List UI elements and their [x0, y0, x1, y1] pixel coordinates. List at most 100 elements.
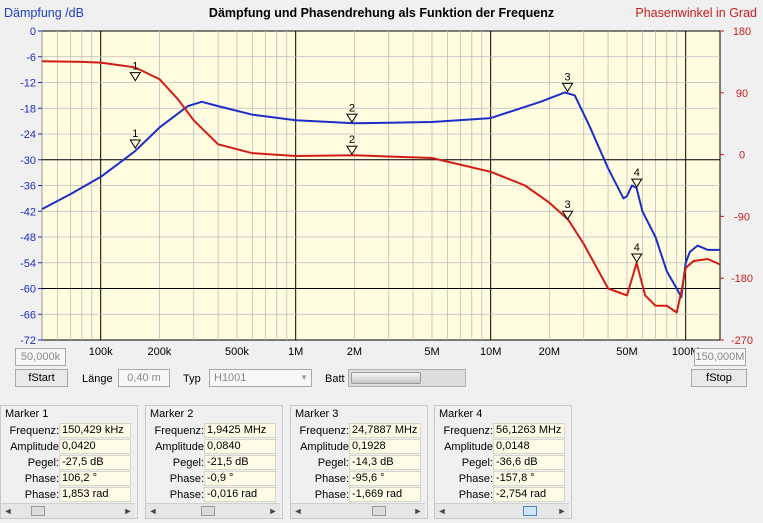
- marker-row-label: Phase:: [24, 489, 59, 501]
- marker-row: Pegel: -21,5 dB: [146, 455, 282, 471]
- laenge-field[interactable]: 0,40 m: [118, 369, 170, 387]
- x-tick-label: 50M: [616, 346, 637, 358]
- marker-scroll-thumb[interactable]: [201, 506, 215, 516]
- marker-row-value: -27,5 dB: [59, 455, 131, 470]
- marker-row-value: 0,0840: [204, 439, 276, 454]
- scroll-right-icon[interactable]: ►: [123, 506, 133, 516]
- marker-amplitude-label: 1: [132, 128, 138, 140]
- y-tick-label: -12: [20, 78, 36, 90]
- marker-row: Frequenz: 24,7887 MHz: [291, 423, 427, 439]
- y-tick-label: 0: [30, 26, 36, 38]
- marker-scrollbar[interactable]: ◄ ►: [1, 503, 135, 518]
- marker-row-value: 0,1928: [349, 439, 421, 454]
- marker-row-label: Pegel:: [317, 457, 349, 469]
- y-tick-label: -36: [20, 181, 36, 193]
- marker-scroll-thumb[interactable]: [31, 506, 45, 516]
- marker-row-value: 56,1263 MHz: [493, 423, 565, 438]
- marker-row-value: 150,429 kHz: [59, 423, 131, 438]
- marker-phase-triangle[interactable]: [129, 72, 142, 82]
- y2-tick-label: 90: [736, 88, 748, 100]
- y2-tick-label: 180: [733, 26, 751, 38]
- marker-phase-triangle[interactable]: [630, 253, 643, 263]
- batt-slider-thumb[interactable]: [351, 372, 421, 384]
- marker-row-label: Frequenz:: [9, 425, 59, 437]
- marker-row: Phase: -0,9 °: [146, 471, 282, 487]
- marker-scroll-thumb[interactable]: [523, 506, 537, 516]
- marker-amplitude-label: 3: [564, 71, 570, 83]
- marker-panel-title: Marker 3: [295, 408, 339, 420]
- marker-row: Amplitude 0,0840: [146, 439, 282, 455]
- marker-row: Phase: -157,8 °: [435, 471, 571, 487]
- marker-phase-label: 2: [349, 134, 355, 146]
- marker-row-value: -1,669 rad: [349, 487, 421, 502]
- scroll-right-icon[interactable]: ►: [413, 506, 423, 516]
- marker-scrollbar[interactable]: ◄ ►: [435, 503, 569, 518]
- phase-series-line: [41, 60, 721, 314]
- marker-amplitude-triangle[interactable]: [630, 178, 643, 189]
- typ-select[interactable]: H1001 ▼: [209, 369, 312, 387]
- marker-phase-triangle[interactable]: [561, 210, 574, 221]
- marker-row: Frequenz: 1,9425 MHz: [146, 423, 282, 439]
- left-axis-title: Dämpfung /dB: [4, 6, 84, 20]
- fstop-field[interactable]: 150,000M: [694, 348, 746, 366]
- marker-amplitude-triangle[interactable]: [129, 139, 142, 149]
- marker-amplitude-triangle[interactable]: [561, 82, 574, 93]
- x-tick-label: 500k: [225, 346, 249, 358]
- marker-row: Phase: -2,754 rad: [435, 487, 571, 503]
- scroll-left-icon[interactable]: ◄: [148, 506, 158, 516]
- marker-panel-3: Marker 3 Frequenz: 24,7887 MHz Amplitude 0,1…: [290, 405, 428, 519]
- marker-scroll-thumb[interactable]: [372, 506, 386, 516]
- marker-scrollbar[interactable]: ◄ ►: [291, 503, 425, 518]
- marker-row-label: Phase:: [24, 473, 59, 485]
- fstart-button[interactable]: fStart: [15, 369, 68, 387]
- x-tick-label: 5M: [424, 346, 439, 358]
- marker-panel-1: Marker 1 Frequenz: 150,429 kHz Amplitude 0,0…: [0, 405, 138, 519]
- y-tick-label: -30: [20, 155, 36, 167]
- x-tick-label: 1M: [288, 346, 303, 358]
- fstop-button[interactable]: fStop: [691, 369, 747, 387]
- scroll-left-icon[interactable]: ◄: [293, 506, 303, 516]
- marker-amplitude-triangle[interactable]: [346, 113, 358, 124]
- scroll-left-icon[interactable]: ◄: [3, 506, 13, 516]
- marker-row-value: -0,9 °: [204, 471, 276, 486]
- x-tick-label: 100M: [672, 346, 700, 358]
- scroll-right-icon[interactable]: ►: [268, 506, 278, 516]
- marker-row-label: Frequenz:: [154, 425, 204, 437]
- marker-row-label: Frequenz:: [299, 425, 349, 437]
- marker-phase-triangle[interactable]: [346, 145, 358, 156]
- marker-row: Phase: -1,669 rad: [291, 487, 427, 503]
- marker-row: Pegel: -14,3 dB: [291, 455, 427, 471]
- batt-slider[interactable]: [348, 369, 466, 387]
- y-tick-label: -66: [20, 309, 36, 321]
- marker-phase-label: 4: [634, 242, 640, 254]
- marker-panel-title: Marker 2: [150, 408, 194, 420]
- x-tick-label: 200k: [147, 346, 171, 358]
- marker-row-value: 1,9425 MHz: [204, 423, 276, 438]
- marker-row: Amplitude 0,0148: [435, 439, 571, 455]
- marker-row: Pegel: -36,6 dB: [435, 455, 571, 471]
- scroll-right-icon[interactable]: ►: [557, 506, 567, 516]
- scroll-left-icon[interactable]: ◄: [437, 506, 447, 516]
- x-tick-label: 100k: [89, 346, 113, 358]
- batt-label: Batt: [325, 373, 345, 385]
- y-tick-label: -42: [20, 206, 36, 218]
- chevron-down-icon[interactable]: ▼: [300, 373, 308, 382]
- y-tick-label: -60: [20, 284, 36, 296]
- marker-row: Frequenz: 56,1263 MHz: [435, 423, 571, 439]
- y2-tick-label: -270: [731, 335, 753, 347]
- marker-panel-title: Marker 1: [5, 408, 49, 420]
- y-tick-label: -54: [20, 258, 36, 270]
- y2-tick-label: -90: [734, 211, 750, 223]
- marker-panel-4: Marker 4 Frequenz: 56,1263 MHz Amplitude 0,0…: [434, 405, 572, 519]
- marker-row-value: 106,2 °: [59, 471, 131, 486]
- chart-title: Dämpfung und Phasendrehung als Funktion …: [208, 6, 555, 20]
- right-axis-title: Phasenwinkel in Grad: [635, 6, 757, 20]
- marker-row-label: Amplitude: [10, 441, 59, 453]
- marker-row: Phase: -0,016 rad: [146, 487, 282, 503]
- fstart-field[interactable]: 50,000k: [15, 348, 66, 366]
- marker-row: Pegel: -27,5 dB: [1, 455, 137, 471]
- marker-row-label: Amplitude: [444, 441, 493, 453]
- bode-plot[interactable]: 0 -6 -12 -18 -24 -30 -36 -42 -48 -54 -60 -66 -72 180 9…: [0, 0, 763, 365]
- marker-scrollbar[interactable]: ◄ ►: [146, 503, 280, 518]
- marker-row-value: -36,6 dB: [493, 455, 565, 470]
